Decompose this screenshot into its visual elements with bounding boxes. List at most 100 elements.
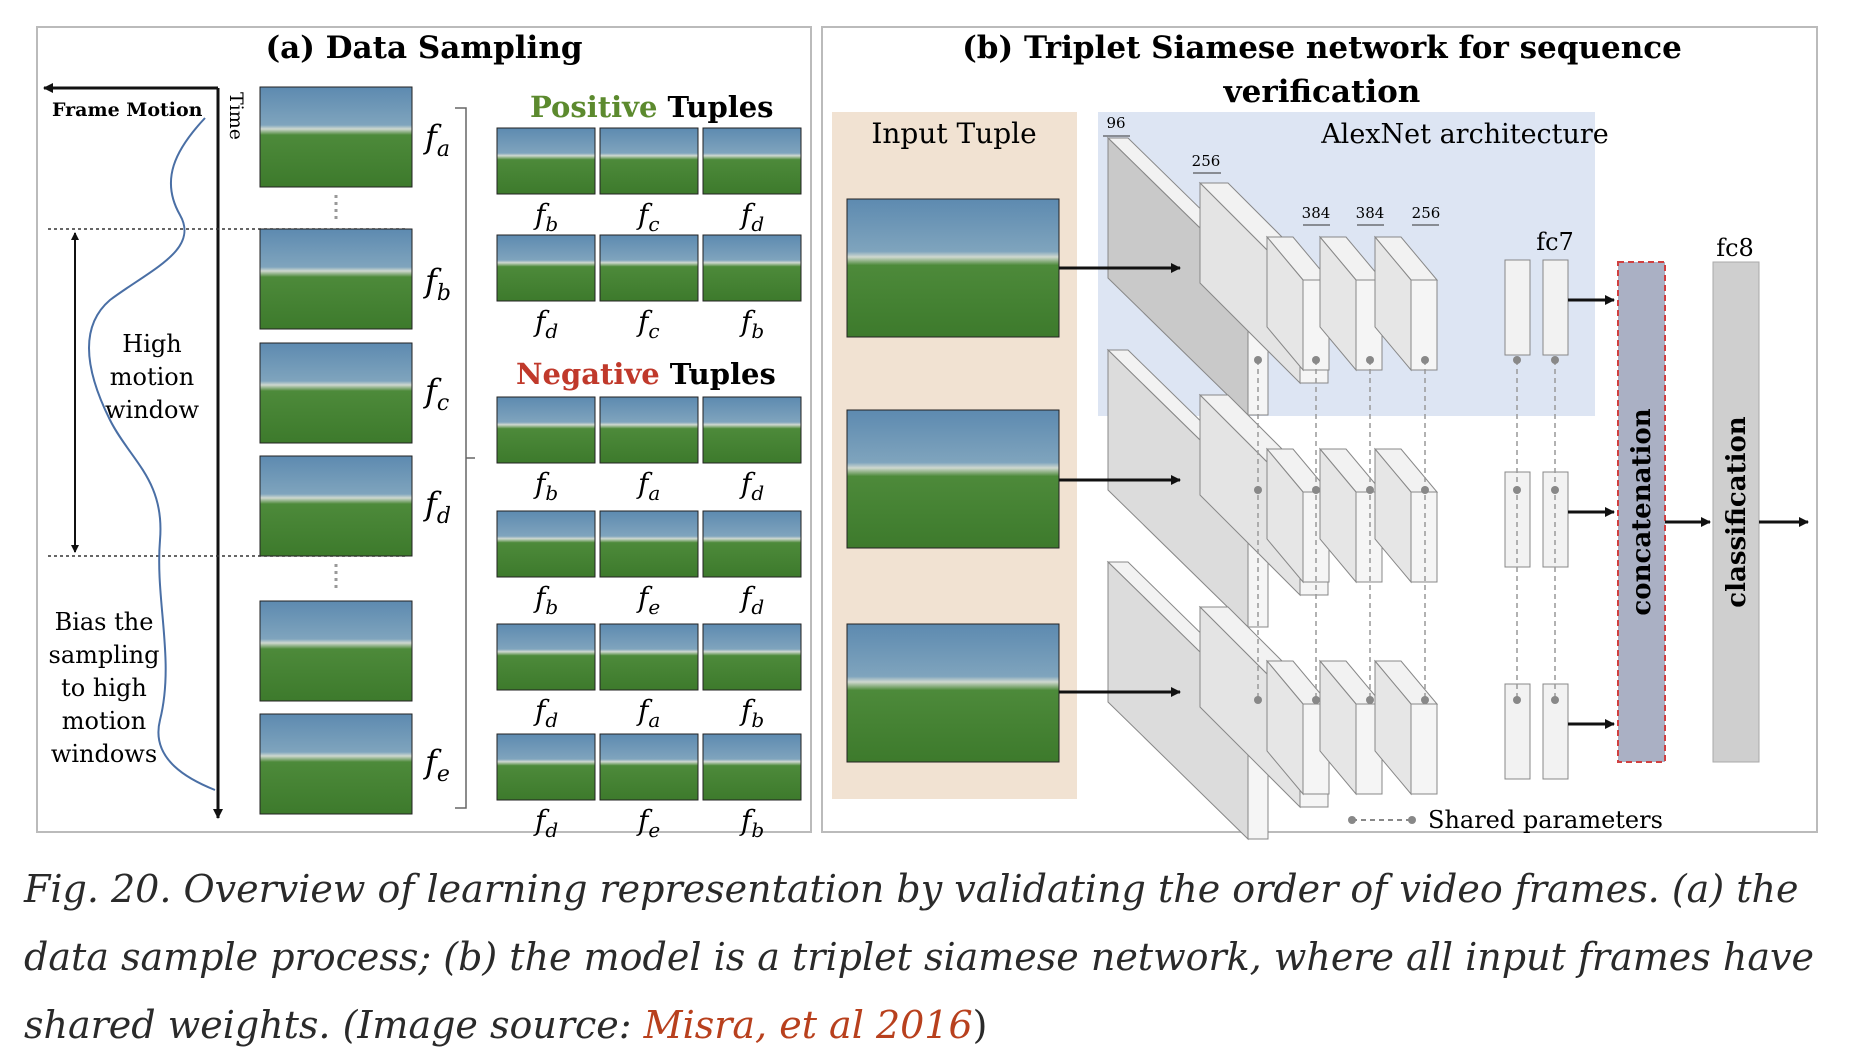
figure-caption: Fig. 20. Overview of learning representa… <box>24 855 1834 1059</box>
tuple-image <box>702 733 802 801</box>
shared-parameter-dot <box>1513 696 1521 704</box>
channel-label: 256 <box>1412 204 1441 222</box>
frame-image <box>259 455 413 557</box>
tuple-image <box>496 510 596 578</box>
tuple-image <box>702 127 802 195</box>
bias-text: Bias the sampling to high motion windows <box>49 608 160 768</box>
negative-tuples-heading: Negative Tuples <box>516 357 776 391</box>
shared-parameter-dot <box>1254 696 1262 704</box>
frame-label-e: fe <box>423 743 450 787</box>
channel-label: 256 <box>1192 152 1221 170</box>
tuple-label: fb <box>739 804 764 842</box>
tuple-image <box>496 396 596 464</box>
concatenation-block <box>1617 261 1666 763</box>
shared-parameter-dot <box>1513 486 1521 494</box>
caption-text: Fig. 20. Overview of learning representa… <box>24 867 1814 1047</box>
shared-parameter-dot <box>1551 356 1559 364</box>
positive-tuples-heading: Positive Tuples <box>530 90 774 124</box>
shared-parameter-dot <box>1366 486 1374 494</box>
tuple-image <box>702 623 802 691</box>
frame-image <box>259 600 413 702</box>
alexnet-label: AlexNet architecture <box>1320 119 1609 150</box>
shared-parameter-dot <box>1254 486 1262 494</box>
input-image <box>846 409 1060 549</box>
tuple-label: fe <box>636 581 660 619</box>
channel-label: 384 <box>1356 204 1385 222</box>
tuple-image <box>599 623 699 691</box>
tuple-image <box>496 733 596 801</box>
bias-line-2: sampling <box>49 641 160 669</box>
frame-image <box>259 86 413 188</box>
frame-sequence <box>259 86 413 815</box>
panel-b-border <box>821 26 1818 833</box>
frame-image <box>259 713 413 815</box>
motion-curve <box>88 117 216 791</box>
shared-parameter-dot <box>1312 696 1320 704</box>
frame-bracket <box>455 107 475 809</box>
tuple-image <box>496 623 596 691</box>
frame-labels: fa fb fc fd fe <box>423 118 451 787</box>
shared-parameters-label: Shared parameters <box>1428 806 1663 834</box>
panel-a-border <box>36 26 812 833</box>
tuple-image <box>599 510 699 578</box>
input-image <box>846 198 1060 338</box>
tuple-label: fa <box>636 694 660 732</box>
tuple-label: fb <box>533 581 558 619</box>
shared-parameter-dot <box>1366 696 1374 704</box>
panel-b-title-line-1: (b) Triplet Siamese network for sequence <box>962 30 1682 66</box>
tuple-image <box>599 396 699 464</box>
shared-parameter-dot <box>1551 696 1559 704</box>
tuple-label: fd <box>739 198 764 236</box>
bias-line-1: Bias the <box>55 608 154 636</box>
tuple-label: fc <box>636 305 660 343</box>
concatenation-label: concatenation <box>1627 408 1657 615</box>
tuple-image <box>702 234 802 302</box>
siamese-networks <box>1059 136 1615 841</box>
tuple-image <box>599 234 699 302</box>
panel-b: (b) Triplet Siamese network for sequence… <box>821 26 1818 841</box>
legend-dot <box>1408 816 1416 824</box>
shared-parameter-dot <box>1254 356 1262 364</box>
input-images <box>846 198 1060 763</box>
high-motion-text: High motion window <box>105 330 199 424</box>
frame-label-d: fd <box>423 485 451 529</box>
classification-label: classification <box>1722 416 1752 608</box>
tuple-label: fd <box>739 581 764 619</box>
conv5-block <box>1410 279 1438 371</box>
channel-label: 384 <box>1302 204 1331 222</box>
caption-close: ) <box>972 1003 988 1047</box>
conv5-block <box>1410 491 1438 583</box>
frame-label-c: fc <box>423 372 449 416</box>
frame-image <box>259 342 413 444</box>
bias-line-4: motion <box>62 707 146 735</box>
fc8-label: fc8 <box>1716 234 1754 262</box>
shared-parameter-dot <box>1513 356 1521 364</box>
channel-labels: 96 256 384 384 256 <box>1103 114 1441 226</box>
tuple-label: fb <box>533 467 558 505</box>
figure: (a) Data Sampling Frame Motion Time High… <box>36 26 1818 842</box>
input-tuple-label: Input Tuple <box>871 117 1036 150</box>
tuple-label: fc <box>636 198 660 236</box>
bias-line-5: windows <box>51 740 157 768</box>
channel-label: 96 <box>1106 114 1125 132</box>
shared-parameter-dot <box>1421 696 1429 704</box>
tuple-grid: fb fc fd fd fc fb fb fa fd fb fe fd fd fa fb fd fe fb <box>496 127 802 842</box>
tuple-image <box>702 396 802 464</box>
panel-a-title: (a) Data Sampling <box>265 30 582 66</box>
tuple-image <box>702 510 802 578</box>
shared-parameter-dot <box>1421 486 1429 494</box>
tuple-label: fb <box>533 198 558 236</box>
classification-block <box>1712 261 1760 763</box>
shared-parameters-legend: Shared parameters <box>1348 806 1663 834</box>
fc7-block <box>1504 259 1531 356</box>
frame-label-b: fb <box>423 262 451 306</box>
tuple-label: fd <box>533 694 558 732</box>
frame-label-a: fa <box>423 118 450 162</box>
tuple-image <box>599 733 699 801</box>
tuple-label: fd <box>533 305 558 343</box>
citation-link[interactable]: Misra, et al 2016 <box>643 1003 973 1047</box>
tuple-image <box>599 127 699 195</box>
tuple-image <box>496 234 596 302</box>
fc7-label: fc7 <box>1536 228 1574 256</box>
tuple-label: fa <box>636 467 660 505</box>
